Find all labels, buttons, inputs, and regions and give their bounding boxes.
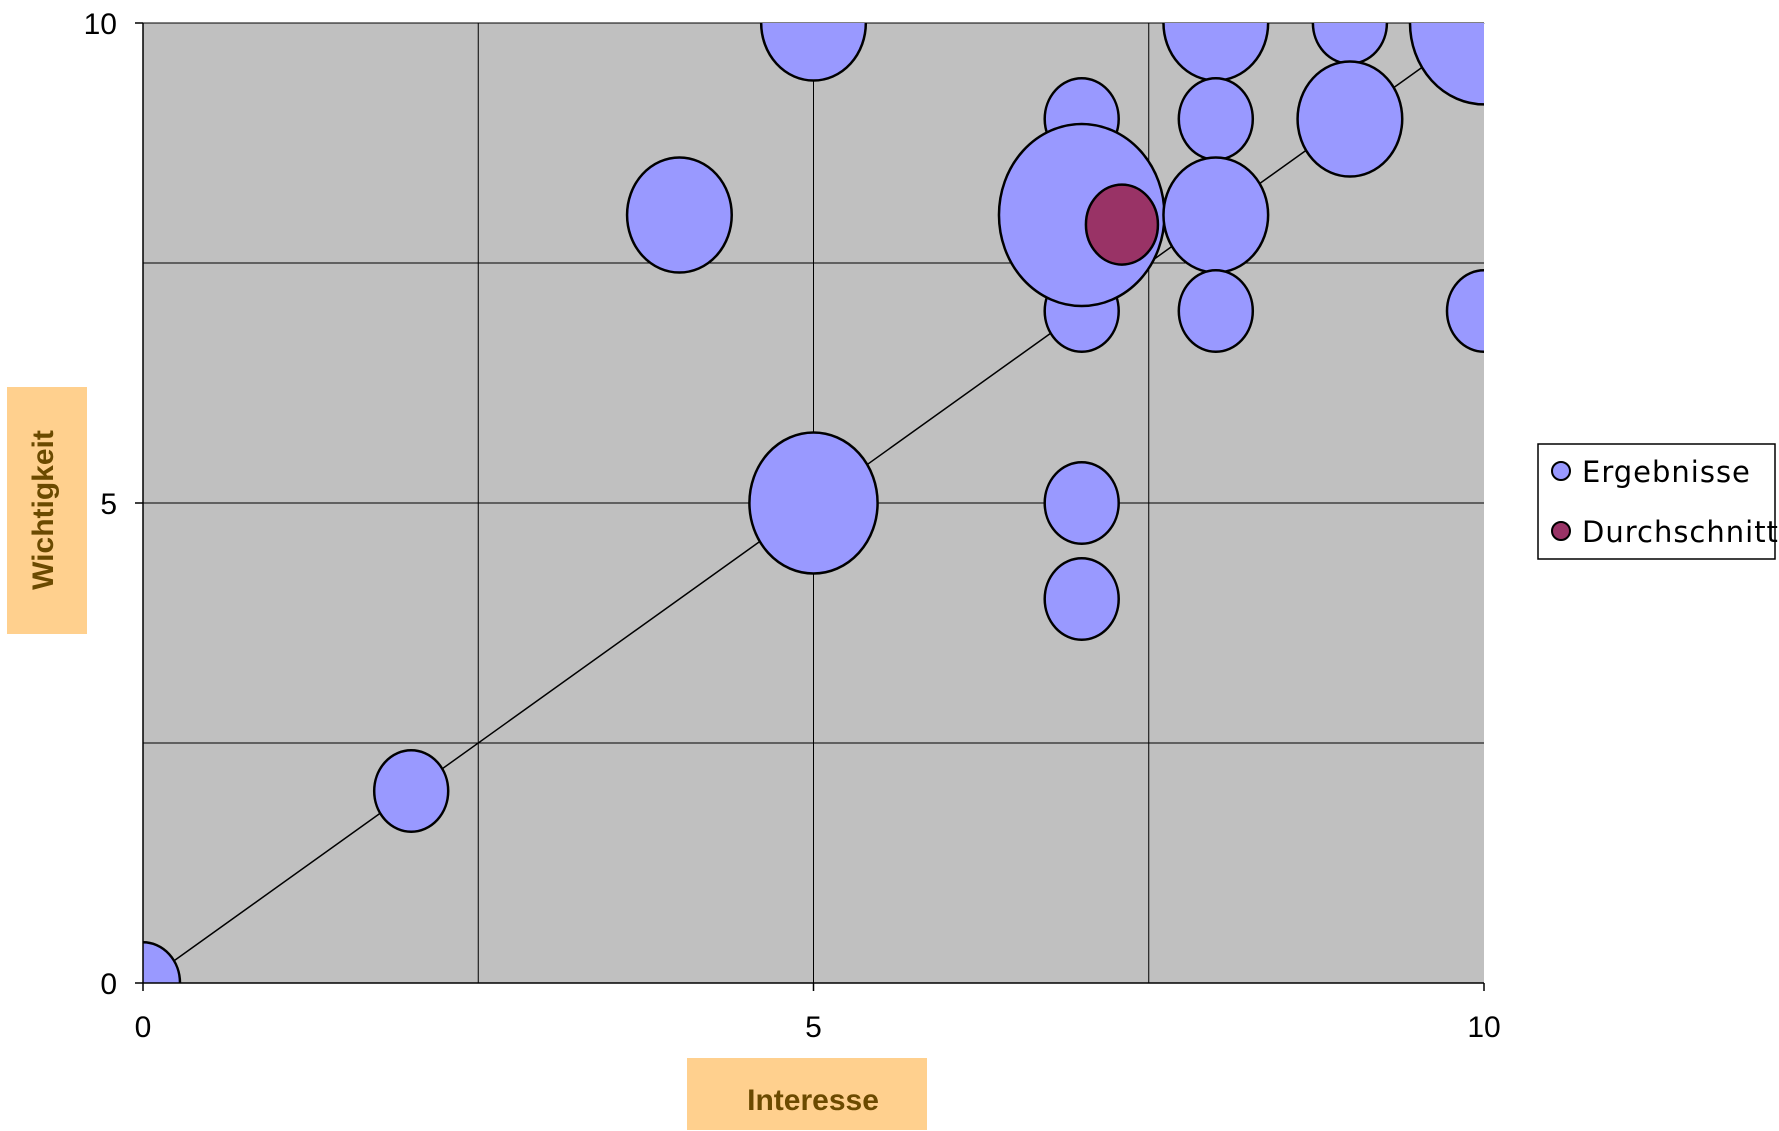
bubble-ergebnisse <box>1043 557 1120 641</box>
x-axis-title-box <box>687 1058 927 1130</box>
axes <box>135 22 1485 991</box>
x-tick-label: 10 <box>1467 1011 1500 1044</box>
x-axis-title: Interesse <box>747 1084 879 1117</box>
bubble-ergebnisse <box>1445 269 1484 353</box>
bubble-durchschnitt <box>1084 183 1160 266</box>
x-tick-label: 5 <box>805 1011 822 1044</box>
bubble-ergebnisse <box>1296 60 1404 178</box>
bubble-ergebnisse <box>1162 156 1270 274</box>
legend-marker-durchschnitt <box>1551 521 1571 541</box>
bubble-ergebnisse <box>748 431 879 575</box>
legend: Ergebnisse Durchschnitt <box>1537 443 1779 560</box>
y-axis-title: Wichtigkeit <box>27 430 60 590</box>
bubble-ergebnisse <box>625 156 733 274</box>
y-tick-label: 0 <box>100 968 117 1001</box>
legend-label-durchschnitt: Durchschnitt <box>1582 515 1779 549</box>
bubble-ergebnisse <box>1177 77 1255 161</box>
y-tick-label: 5 <box>100 488 117 521</box>
bubble-ergebnisse <box>1043 461 1120 545</box>
bubble-ergebnisse <box>1177 269 1255 353</box>
y-axis-title-box <box>7 387 87 634</box>
legend-box <box>1537 443 1776 560</box>
legend-marker-ergebnisse <box>1551 461 1571 481</box>
bubble-ergebnisse <box>759 23 868 82</box>
bubble-ergebnisse <box>1408 23 1484 106</box>
bubble-ergebnisse <box>372 749 450 833</box>
x-tick-label: 0 <box>135 1011 152 1044</box>
y-tick-label: 10 <box>84 8 117 41</box>
tick-labels: 0 5 10 0 5 10 <box>84 8 1501 1044</box>
legend-label-ergebnisse: Ergebnisse <box>1582 455 1751 489</box>
